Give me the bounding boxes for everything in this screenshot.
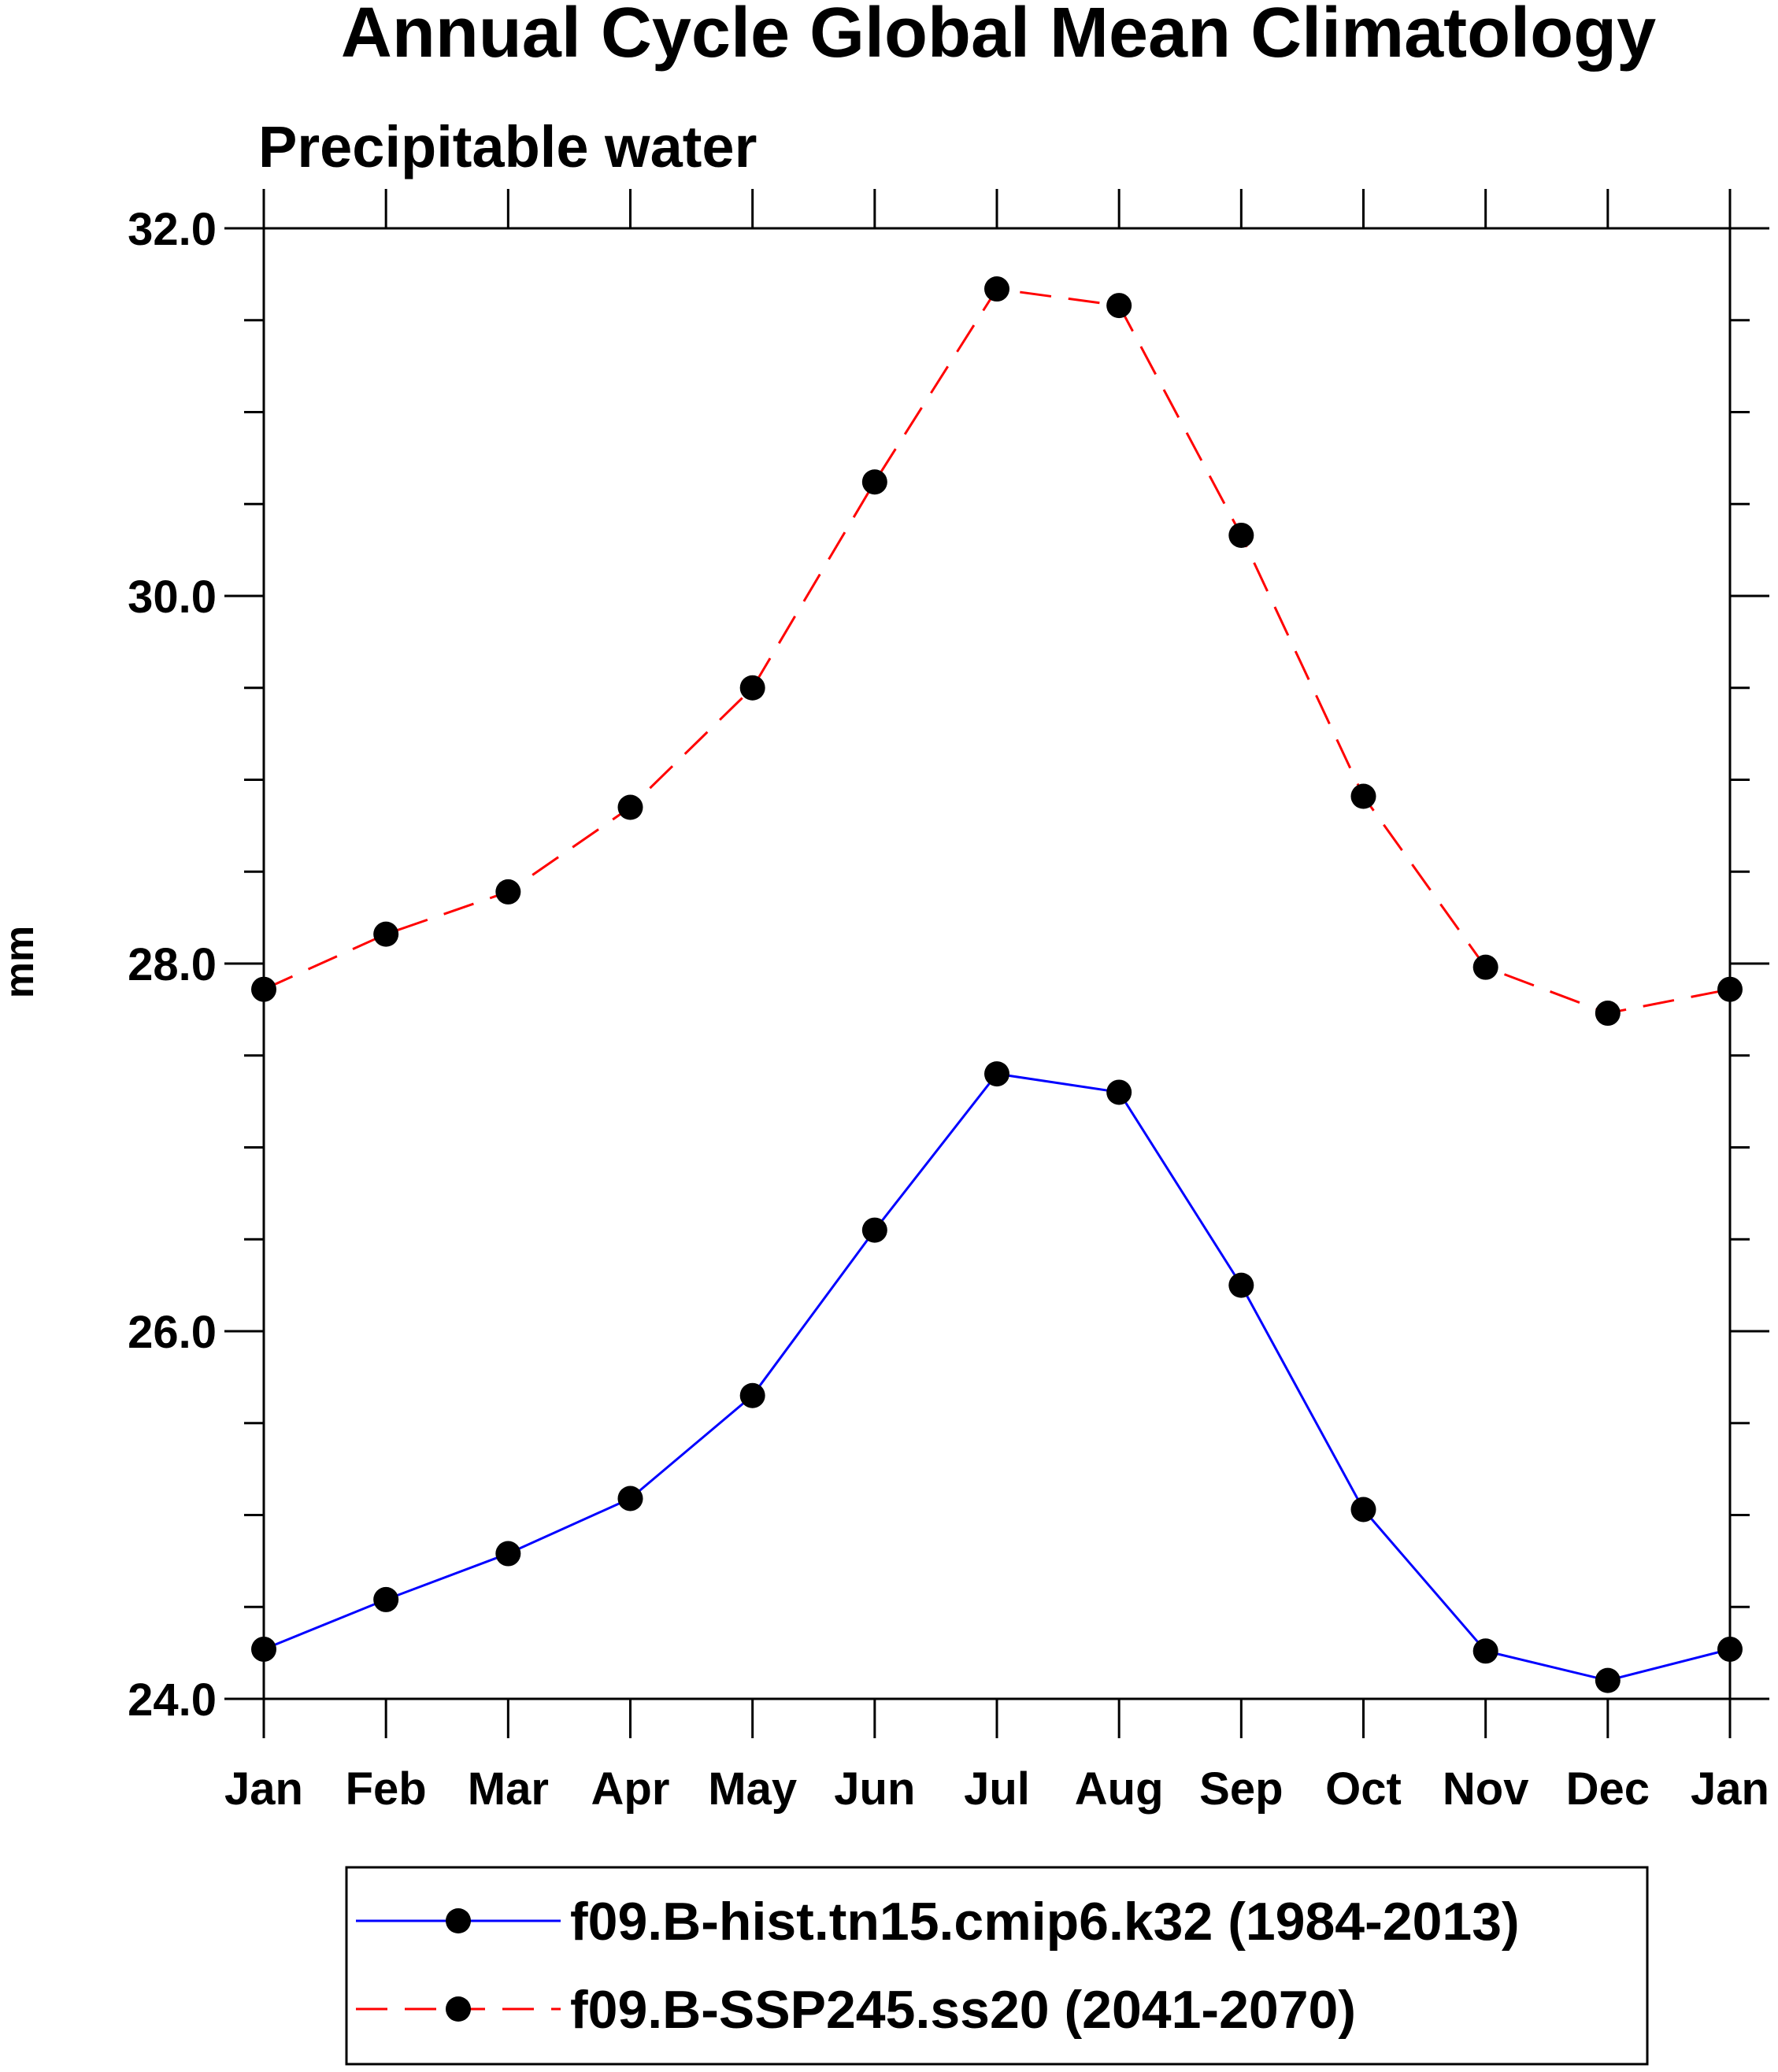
- legend-marker-ssp245: [446, 1996, 471, 2022]
- data-point-series-1: [739, 675, 765, 701]
- chart-subtitle: Precipitable water: [258, 114, 757, 179]
- data-point-series-1: [373, 921, 399, 947]
- chart-title: Annual Cycle Global Mean Climatology: [341, 0, 1656, 72]
- y-tick-label: 26.0: [128, 1307, 217, 1358]
- series-lines: [263, 287, 1731, 1682]
- data-point-series-0: [1106, 1079, 1132, 1105]
- x-tick-label: Jun: [834, 1763, 915, 1815]
- data-point-series-1: [1472, 954, 1498, 980]
- data-point-series-0: [1472, 1638, 1498, 1664]
- x-tick-label: Jul: [964, 1763, 1030, 1815]
- x-tick-label: Jan: [224, 1763, 303, 1815]
- x-tick-labels: Jan Feb Mar Apr May Jun Jul Aug Sep Oct Nov Dec Jan: [224, 1763, 1769, 1815]
- data-point-series-1: [984, 276, 1009, 302]
- legend-label-hist: f09.B-hist.tn15.cmip6.k32 (1984-2013): [570, 1892, 1520, 1952]
- data-point-series-0: [373, 1586, 399, 1612]
- x-tick-label: Aug: [1075, 1763, 1164, 1815]
- x-tick-label: May: [708, 1763, 797, 1815]
- data-point-series-1: [861, 469, 887, 495]
- data-point-series-0: [617, 1486, 643, 1511]
- data-point-series-1: [1350, 783, 1376, 809]
- series-line-0: [263, 1072, 1731, 1682]
- data-point-series-0: [495, 1541, 521, 1567]
- y-tick-labels: 24.0 26.0 28.0 30.0 32.0: [128, 204, 217, 1726]
- data-point-series-0: [739, 1382, 765, 1408]
- legend-box: [345, 1866, 1649, 2066]
- data-point-series-1: [1228, 522, 1254, 548]
- legend: f09.B-hist.tn15.cmip6.k32 (1984-2013) f0…: [345, 1866, 1649, 2066]
- x-tick-label: Jan: [1691, 1763, 1769, 1815]
- y-tick-label: 30.0: [128, 572, 217, 623]
- axis-ticks: [224, 189, 1769, 1738]
- data-point-series-0: [1228, 1272, 1254, 1298]
- data-point-series-1: [495, 879, 521, 905]
- x-tick-label: Dec: [1566, 1763, 1650, 1815]
- x-tick-label: Feb: [346, 1763, 427, 1815]
- data-point-series-0: [1350, 1497, 1376, 1523]
- data-point-series-1: [617, 794, 643, 820]
- x-tick-label: Mar: [468, 1763, 549, 1815]
- y-axis-label: mm: [0, 926, 43, 998]
- legend-marker-hist: [446, 1908, 471, 1933]
- plot-frame: [262, 227, 1732, 1700]
- x-tick-label: Sep: [1199, 1763, 1283, 1815]
- data-point-series-0: [861, 1217, 887, 1243]
- data-point-series-1: [1595, 1001, 1621, 1027]
- data-point-series-0: [1595, 1667, 1621, 1693]
- y-tick-label: 28.0: [128, 939, 217, 990]
- y-tick-label: 24.0: [128, 1674, 217, 1726]
- data-point-series-1: [1106, 293, 1132, 319]
- data-point-series-0: [984, 1061, 1009, 1087]
- x-tick-label: Nov: [1443, 1763, 1529, 1815]
- series-markers: [251, 276, 1743, 1693]
- x-tick-label: Oct: [1325, 1763, 1402, 1815]
- y-tick-label: 32.0: [128, 204, 217, 255]
- legend-label-ssp245: f09.B-SSP245.ss20 (2041-2070): [570, 1980, 1356, 2040]
- x-tick-label: Apr: [591, 1763, 670, 1815]
- series-line-1: [263, 287, 1731, 1015]
